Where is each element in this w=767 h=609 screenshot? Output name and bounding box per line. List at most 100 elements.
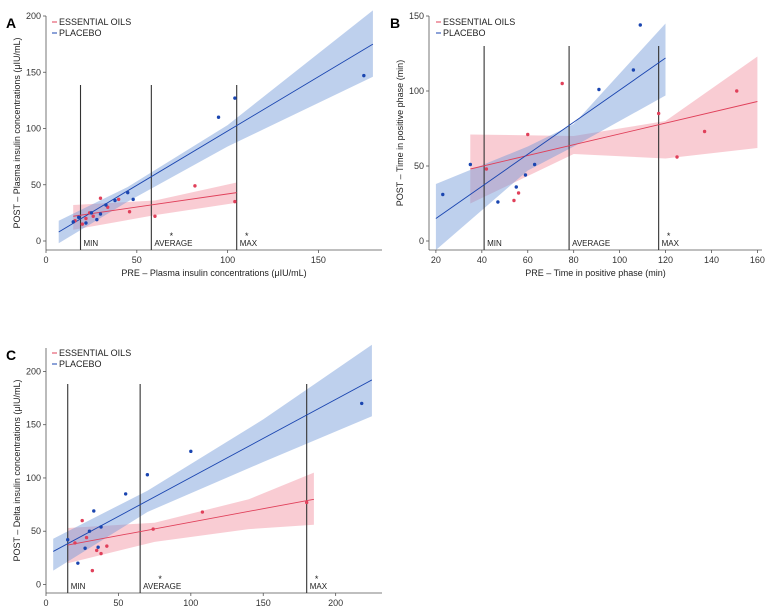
- x-tick-label: 50: [113, 598, 123, 608]
- data-point-placebo: [145, 473, 150, 477]
- data-point-essential-oils: [127, 210, 132, 214]
- data-point-essential-oils: [516, 191, 521, 195]
- y-tick-label: 100: [26, 473, 41, 483]
- data-point-essential-oils: [200, 510, 205, 514]
- legend-entry: PLACEBO: [443, 28, 486, 38]
- confidence-band-placebo: [58, 10, 373, 244]
- y-tick-label: 100: [26, 124, 41, 134]
- confidence-band-placebo: [53, 344, 372, 571]
- ref-label-min: MIN: [71, 582, 86, 591]
- data-point-essential-oils: [304, 500, 309, 505]
- x-tick-label: 60: [523, 255, 533, 265]
- data-point-essential-oils: [233, 199, 237, 204]
- x-tick-label: 150: [256, 598, 271, 608]
- legend-entry: ESSENTIAL OILS: [443, 17, 515, 27]
- data-point-placebo: [468, 162, 473, 167]
- y-axis-label: POST – Delta insulin concentrations (μIU…: [12, 379, 22, 561]
- data-point-essential-oils: [656, 111, 661, 116]
- x-tick-label: 150: [311, 255, 326, 265]
- x-tick-label: 50: [132, 255, 142, 265]
- significance-star: *: [170, 231, 174, 241]
- data-point-placebo: [99, 525, 103, 529]
- fit-line-essential-oils: [470, 101, 758, 170]
- data-point-placebo: [216, 115, 221, 119]
- data-point-placebo: [123, 492, 128, 496]
- data-point-essential-oils: [98, 196, 103, 200]
- legend-entry: PLACEBO: [59, 359, 102, 369]
- data-point-essential-oils: [484, 167, 489, 171]
- panel-letter: A: [6, 15, 16, 31]
- confidence-band-essential-oils: [470, 56, 758, 204]
- ref-label-average: AVERAGE: [143, 582, 181, 591]
- y-tick-label: 0: [419, 236, 424, 246]
- y-axis-label: POST – Time in positive phase (min): [395, 60, 405, 206]
- y-tick-label: 200: [26, 11, 41, 21]
- data-point-placebo: [638, 23, 642, 27]
- ref-label-max: MAX: [662, 239, 680, 248]
- y-tick-label: 0: [36, 236, 41, 246]
- panel-letter: B: [390, 15, 400, 31]
- data-point-placebo: [131, 197, 135, 202]
- y-tick-label: 100: [409, 86, 424, 96]
- x-tick-label: 40: [477, 255, 487, 265]
- confidence-band-essential-oils: [73, 182, 237, 230]
- data-point-placebo: [76, 561, 80, 565]
- confidence-band-essential-oils: [67, 472, 314, 564]
- data-point-placebo: [89, 211, 94, 215]
- data-point-essential-oils: [80, 518, 84, 523]
- panel-b: B 20 40 60 80 100 120 140 160 0 50 100 150 PRE – Time…: [390, 11, 765, 278]
- ref-label-min: MIN: [84, 239, 99, 248]
- y-tick-label: 150: [26, 67, 41, 77]
- data-point-placebo: [362, 73, 366, 78]
- data-point-essential-oils: [73, 541, 77, 545]
- x-tick-label: 100: [612, 255, 627, 265]
- data-point-placebo: [441, 192, 445, 197]
- y-tick-label: 150: [26, 420, 41, 430]
- y-tick-label: 50: [31, 526, 41, 536]
- data-point-essential-oils: [512, 198, 516, 203]
- fit-line-placebo: [58, 43, 374, 233]
- data-point-essential-oils: [193, 184, 197, 188]
- data-point-essential-oils: [84, 216, 88, 221]
- y-tick-label: 200: [26, 366, 41, 376]
- legend-entry: ESSENTIAL OILS: [59, 17, 131, 27]
- data-point-placebo: [233, 96, 237, 100]
- y-tick-label: 150: [409, 11, 424, 21]
- data-point-placebo: [84, 221, 88, 225]
- data-point-placebo: [98, 212, 103, 216]
- y-tick-label: 50: [414, 161, 424, 171]
- data-point-placebo: [189, 449, 193, 454]
- data-point-essential-oils: [90, 568, 95, 573]
- significance-star: *: [245, 231, 249, 241]
- data-point-essential-oils: [84, 535, 89, 540]
- x-tick-label: 20: [431, 255, 441, 265]
- data-point-placebo: [631, 68, 636, 72]
- data-point-essential-oils: [735, 89, 739, 93]
- x-tick-label: 200: [328, 598, 343, 608]
- data-point-placebo: [514, 185, 518, 189]
- data-point-placebo: [597, 87, 601, 92]
- data-point-placebo: [360, 401, 364, 406]
- x-axis-label: PRE – Time in positive phase (min): [525, 268, 666, 278]
- data-point-placebo: [96, 545, 100, 549]
- legend-entry: ESSENTIAL OILS: [59, 348, 131, 358]
- data-point-placebo: [66, 538, 70, 542]
- data-point-essential-oils: [116, 197, 121, 202]
- data-point-placebo: [83, 546, 87, 550]
- data-point-essential-oils: [151, 527, 155, 531]
- data-point-placebo: [532, 162, 537, 167]
- x-tick-label: 100: [183, 598, 198, 608]
- data-point-placebo: [113, 198, 117, 203]
- data-point-placebo: [104, 203, 108, 207]
- x-tick-label: 0: [43, 255, 48, 265]
- ref-label-min: MIN: [487, 239, 502, 248]
- data-point-placebo: [76, 215, 81, 220]
- panel-letter: C: [6, 347, 16, 363]
- x-tick-label: 0: [43, 598, 48, 608]
- x-tick-label: 100: [220, 255, 235, 265]
- x-tick-label: 140: [704, 255, 719, 265]
- y-tick-label: 0: [36, 579, 41, 589]
- significance-star: *: [315, 574, 319, 584]
- fit-line-essential-oils: [67, 498, 315, 546]
